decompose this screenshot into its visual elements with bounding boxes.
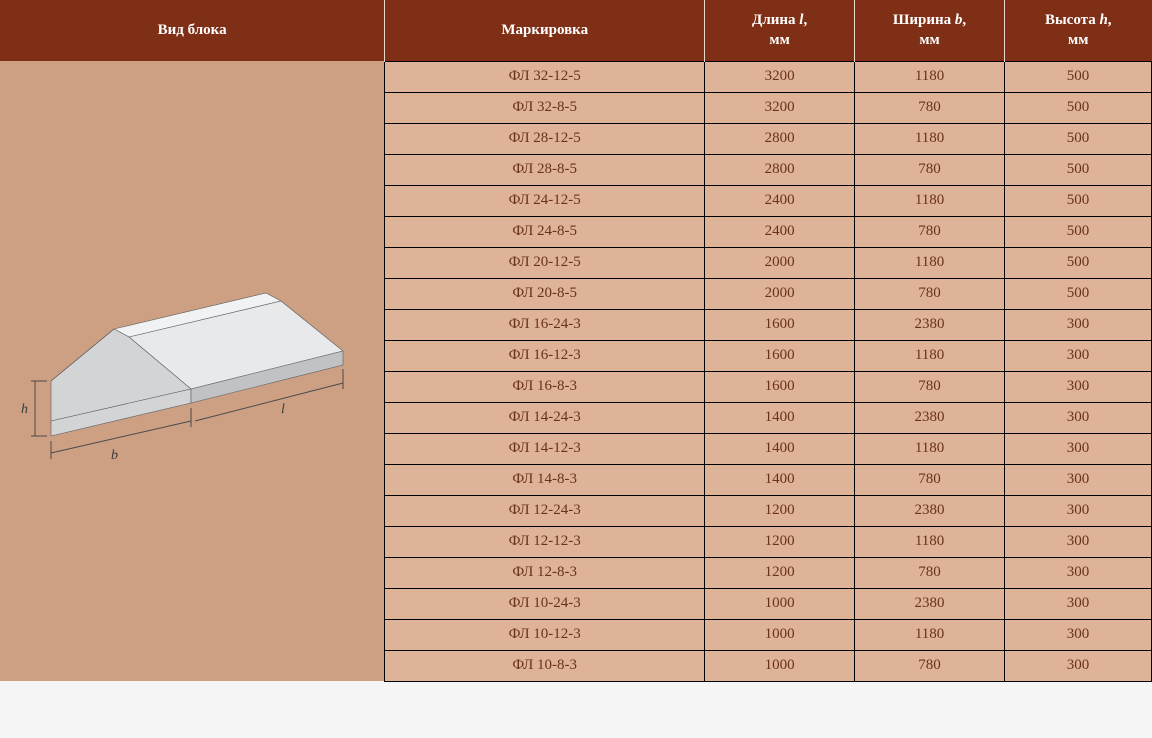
col-header-image: Вид блока [0, 0, 385, 61]
cell-length: 1200 [705, 526, 855, 557]
cell-width: 1180 [855, 433, 1005, 464]
cell-length: 1400 [705, 433, 855, 464]
cell-width: 1180 [855, 123, 1005, 154]
cell-mark: ФЛ 12-12-3 [385, 526, 705, 557]
table-body: hblФЛ 32-12-532001180500ФЛ 32-8-53200780… [0, 61, 1152, 681]
cell-width: 780 [855, 557, 1005, 588]
col-header-length: Длина l,мм [705, 0, 855, 61]
col-header-width: Ширина b,мм [855, 0, 1005, 61]
cell-mark: ФЛ 20-12-5 [385, 247, 705, 278]
cell-height: 300 [1005, 650, 1152, 681]
cell-mark: ФЛ 16-12-3 [385, 340, 705, 371]
cell-height: 300 [1005, 371, 1152, 402]
col-header-height: Высота h,мм [1005, 0, 1152, 61]
cell-width: 2380 [855, 588, 1005, 619]
cell-width: 1180 [855, 247, 1005, 278]
cell-length: 1200 [705, 495, 855, 526]
cell-mark: ФЛ 12-24-3 [385, 495, 705, 526]
cell-width: 780 [855, 650, 1005, 681]
cell-mark: ФЛ 28-8-5 [385, 154, 705, 185]
cell-height: 300 [1005, 464, 1152, 495]
cell-height: 300 [1005, 340, 1152, 371]
cell-height: 300 [1005, 433, 1152, 464]
cell-mark: ФЛ 28-12-5 [385, 123, 705, 154]
cell-height: 500 [1005, 278, 1152, 309]
cell-width: 780 [855, 278, 1005, 309]
cell-mark: ФЛ 14-12-3 [385, 433, 705, 464]
cell-mark: ФЛ 16-8-3 [385, 371, 705, 402]
cell-length: 1400 [705, 402, 855, 433]
cell-width: 1180 [855, 526, 1005, 557]
cell-length: 3200 [705, 61, 855, 92]
cell-width: 2380 [855, 402, 1005, 433]
col-header-mark: Маркировка [385, 0, 705, 61]
cell-length: 2000 [705, 278, 855, 309]
cell-height: 500 [1005, 123, 1152, 154]
cell-length: 3200 [705, 92, 855, 123]
cell-height: 300 [1005, 619, 1152, 650]
cell-height: 300 [1005, 526, 1152, 557]
cell-length: 2400 [705, 216, 855, 247]
cell-length: 1600 [705, 371, 855, 402]
cell-mark: ФЛ 10-8-3 [385, 650, 705, 681]
cell-width: 780 [855, 464, 1005, 495]
cell-length: 1600 [705, 340, 855, 371]
cell-height: 500 [1005, 61, 1152, 92]
cell-height: 500 [1005, 154, 1152, 185]
foundation-blocks-table: Вид блока Маркировка Длина l,мм Ширина b… [0, 0, 1152, 682]
table-row: hblФЛ 32-12-532001180500 [0, 61, 1152, 92]
cell-length: 2800 [705, 123, 855, 154]
cell-mark: ФЛ 32-12-5 [385, 61, 705, 92]
cell-width: 1180 [855, 619, 1005, 650]
cell-width: 780 [855, 216, 1005, 247]
block-diagram-cell: h b l [0, 61, 385, 681]
cell-width: 2380 [855, 309, 1005, 340]
table-header-row: Вид блока Маркировка Длина l,мм Ширина b… [0, 0, 1152, 61]
cell-height: 500 [1005, 247, 1152, 278]
block-3d-icon: h b l [13, 281, 373, 511]
cell-length: 2800 [705, 154, 855, 185]
cell-height: 300 [1005, 309, 1152, 340]
cell-width: 1180 [855, 340, 1005, 371]
dim-label-b: b [111, 448, 118, 463]
cell-width: 780 [855, 92, 1005, 123]
cell-mark: ФЛ 32-8-5 [385, 92, 705, 123]
cell-mark: ФЛ 12-8-3 [385, 557, 705, 588]
dim-label-h: h [21, 402, 28, 417]
cell-length: 2400 [705, 185, 855, 216]
cell-height: 500 [1005, 216, 1152, 247]
cell-mark: ФЛ 10-12-3 [385, 619, 705, 650]
cell-width: 1180 [855, 185, 1005, 216]
cell-mark: ФЛ 14-8-3 [385, 464, 705, 495]
dim-label-l: l [281, 402, 285, 417]
cell-length: 2000 [705, 247, 855, 278]
cell-width: 2380 [855, 495, 1005, 526]
cell-mark: ФЛ 14-24-3 [385, 402, 705, 433]
cell-height: 300 [1005, 557, 1152, 588]
cell-length: 1000 [705, 619, 855, 650]
cell-length: 1000 [705, 650, 855, 681]
cell-height: 300 [1005, 495, 1152, 526]
cell-width: 780 [855, 154, 1005, 185]
cell-length: 1200 [705, 557, 855, 588]
cell-length: 1600 [705, 309, 855, 340]
cell-mark: ФЛ 16-24-3 [385, 309, 705, 340]
cell-height: 500 [1005, 185, 1152, 216]
cell-mark: ФЛ 24-12-5 [385, 185, 705, 216]
cell-width: 1180 [855, 61, 1005, 92]
cell-height: 300 [1005, 588, 1152, 619]
cell-width: 780 [855, 371, 1005, 402]
block-diagram: h b l [0, 61, 385, 731]
cell-length: 1000 [705, 588, 855, 619]
cell-mark: ФЛ 20-8-5 [385, 278, 705, 309]
cell-mark: ФЛ 24-8-5 [385, 216, 705, 247]
cell-height: 500 [1005, 92, 1152, 123]
cell-mark: ФЛ 10-24-3 [385, 588, 705, 619]
cell-length: 1400 [705, 464, 855, 495]
cell-height: 300 [1005, 402, 1152, 433]
